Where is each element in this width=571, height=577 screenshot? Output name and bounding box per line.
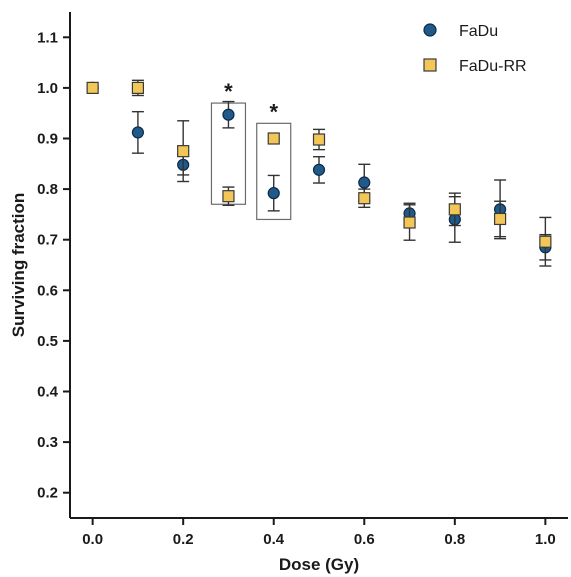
- x-tick-label: 0.6: [354, 531, 375, 548]
- legend-marker-fadu-rr: [423, 58, 437, 72]
- fadu-rr-point: [403, 216, 416, 229]
- y-tick-label: 0.6: [37, 282, 58, 299]
- x-tick-label: 0.4: [263, 531, 285, 548]
- fadu-rr-point: [493, 212, 507, 226]
- y-tick-label: 0.7: [37, 232, 58, 249]
- fadu-point: [222, 108, 235, 121]
- y-axis-title: Surviving fraction: [9, 193, 28, 338]
- fadu-rr-point: [131, 81, 145, 95]
- y-tick-label: 0.9: [37, 131, 58, 148]
- legend-label-fadu: FaDu: [459, 23, 498, 40]
- legend-label-fadu-rr: FaDu-RR: [459, 58, 527, 75]
- fadu-point: [131, 126, 145, 139]
- y-tick-label: 0.3: [37, 434, 58, 451]
- x-tick-label: 0.2: [173, 531, 194, 548]
- axes: 0.2 0.3 0.4 0.5 0.6 0.7 0.8 0.9 1.0 1.1 0.0 0.2 0.4 0…: [37, 12, 568, 548]
- fadu-rr-point: [358, 192, 371, 205]
- x-tick-label: 0.8: [444, 531, 465, 548]
- significance-asterisk: *: [269, 99, 278, 124]
- fadu-rr-point: [86, 81, 99, 95]
- x-tick-label: 0.0: [82, 531, 103, 548]
- data-marks: [86, 79, 552, 267]
- y-tick-label: 0.2: [37, 485, 58, 502]
- y-tick-label: 0.4: [37, 384, 59, 401]
- x-axis-title: Dose (Gy): [279, 555, 359, 574]
- significance-asterisk: *: [224, 79, 233, 104]
- legend: FaDu FaDu-RR: [423, 23, 527, 75]
- fadu-rr-point: [312, 133, 326, 146]
- fadu-rr-point: [267, 132, 280, 145]
- y-tick-label: 1.0: [37, 80, 58, 97]
- fadu-point: [267, 187, 280, 200]
- fadu-point: [312, 163, 326, 176]
- x-tick-label: 1.0: [535, 531, 556, 548]
- fadu-rr-point: [177, 145, 190, 158]
- y-tick-label: 1.1: [37, 29, 58, 46]
- legend-marker-fadu: [423, 23, 437, 37]
- fadu-rr-point: [222, 190, 235, 203]
- y-tick-label: 0.5: [37, 333, 58, 350]
- fadu-point: [358, 176, 371, 189]
- significance-box: [256, 122, 292, 221]
- fadu-rr-point: [448, 203, 461, 216]
- y-tick-label: 0.8: [37, 181, 58, 198]
- fadu-rr-point: [539, 235, 552, 248]
